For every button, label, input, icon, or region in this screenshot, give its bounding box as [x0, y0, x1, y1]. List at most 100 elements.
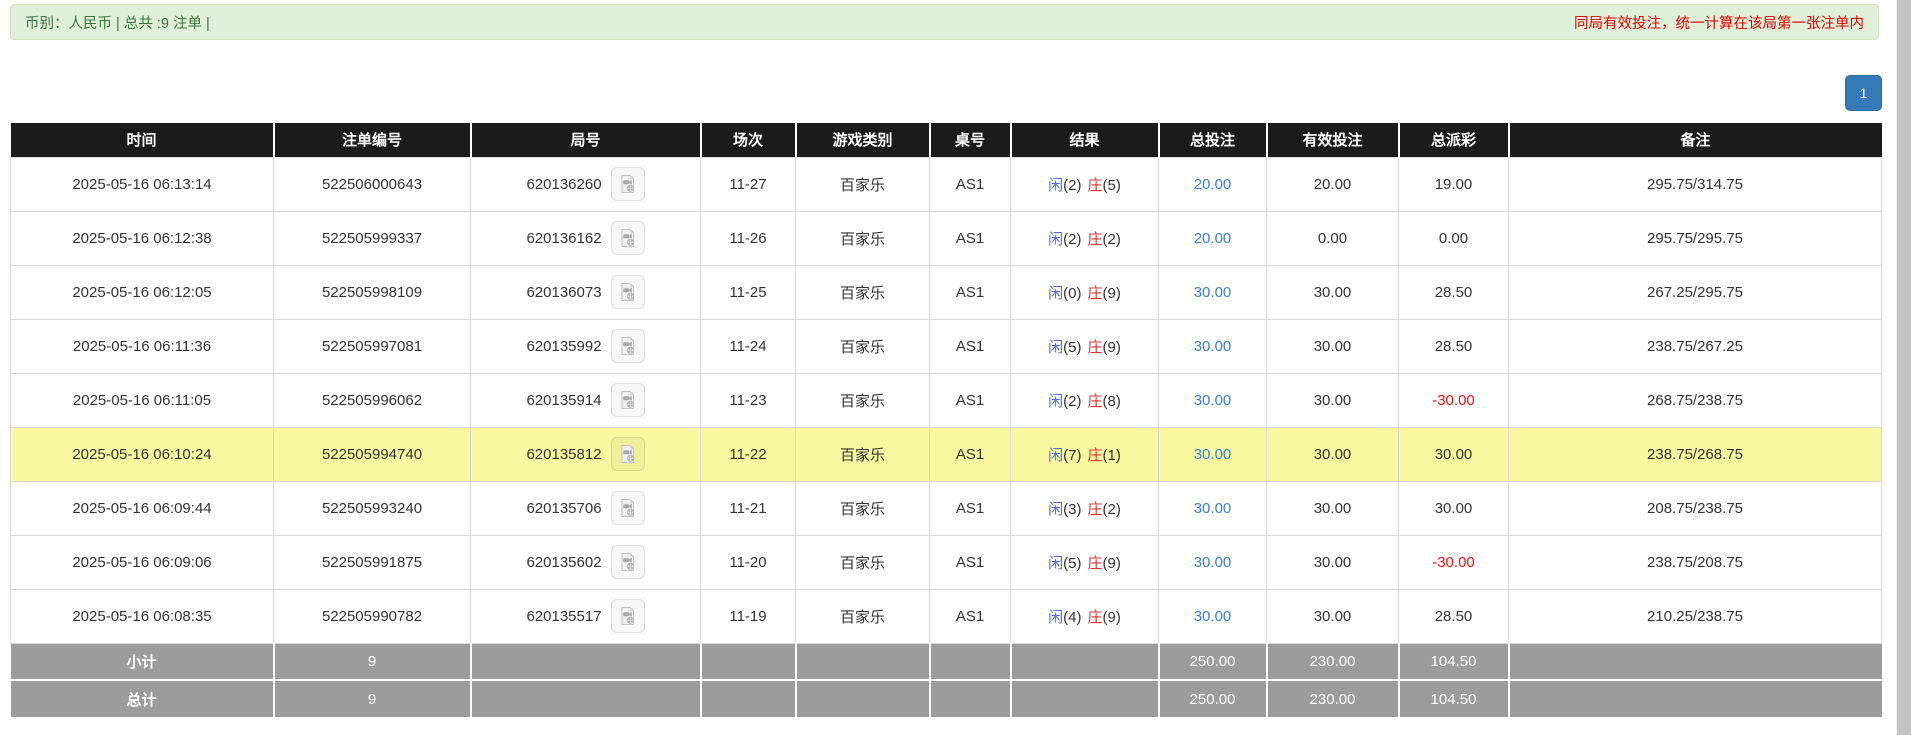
table-row[interactable]: 2025-05-16 06:11:05 522505996062 6201359…: [10, 372, 1882, 428]
player-score: (2): [1063, 230, 1082, 248]
video-replay-button[interactable]: [610, 599, 645, 633]
video-replay-button[interactable]: [610, 491, 645, 525]
banker-score: (2): [1102, 500, 1121, 518]
banker-score: (1): [1102, 446, 1121, 464]
table-row[interactable]: 2025-05-16 06:12:05 522505998109 6201360…: [10, 264, 1882, 320]
cell-remark: 238.75/267.25: [1508, 318, 1882, 374]
video-replay-button[interactable]: [610, 437, 645, 471]
table-row[interactable]: 2025-05-16 06:09:44 522505993240 6201357…: [10, 480, 1882, 536]
col-header-valid-bet: 有效投注: [1266, 123, 1400, 157]
round-number: 620135602: [526, 553, 602, 571]
cell-round: 620135517: [470, 588, 701, 644]
cell-session: 11-23: [700, 372, 796, 428]
banker-score: (2): [1102, 230, 1121, 248]
bet-records-table: 时间 注单编号 局号 场次 游戏类别 桌号 结果 总投注 有效投注 总派彩 备注…: [10, 123, 1882, 717]
table-row[interactable]: 2025-05-16 06:13:14 522506000643 6201362…: [10, 156, 1882, 212]
video-replay-icon: [621, 391, 634, 409]
player-label: 闲: [1048, 392, 1064, 410]
cell-table-no: AS1: [929, 210, 1011, 266]
cell-total-bet: 30.00: [1158, 318, 1267, 374]
player-label: 闲: [1048, 176, 1064, 194]
player-label: 闲: [1048, 554, 1064, 572]
table-row[interactable]: 2025-05-16 06:09:06 522505991875 6201356…: [10, 534, 1882, 590]
round-number: 620135812: [526, 445, 602, 463]
table-row[interactable]: 2025-05-16 06:11:36 522505997081 6201359…: [10, 318, 1882, 374]
video-replay-button[interactable]: [610, 275, 645, 309]
cell-game-type: 百家乐: [795, 156, 930, 212]
total-payout: 104.50: [1398, 679, 1510, 717]
video-replay-button[interactable]: [610, 383, 645, 417]
cell-round: 620136073: [470, 264, 701, 320]
total-empty-cell: [795, 679, 931, 717]
cell-result: 闲(5) 庄(9): [1010, 534, 1159, 590]
cell-game-type: 百家乐: [795, 210, 930, 266]
cell-bet-id: 522505991875: [273, 534, 471, 590]
cell-time: 2025-05-16 06:10:24: [10, 426, 274, 482]
cell-valid-bet: 30.00: [1266, 426, 1399, 482]
cell-payout: 28.50: [1398, 318, 1509, 374]
pagination-page-1-button[interactable]: 1: [1845, 75, 1882, 111]
table-body: 2025-05-16 06:13:14 522506000643 6201362…: [10, 156, 1882, 644]
cell-result: 闲(5) 庄(9): [1010, 318, 1159, 374]
cell-remark: 295.75/295.75: [1508, 210, 1882, 266]
cell-game-type: 百家乐: [795, 264, 930, 320]
cell-result: 闲(3) 庄(2): [1010, 480, 1159, 536]
table-row[interactable]: 2025-05-16 06:12:38 522505999337 6201361…: [10, 210, 1882, 266]
col-header-game-type: 游戏类别: [795, 123, 931, 157]
player-label: 闲: [1048, 446, 1064, 464]
cell-bet-id: 522505994740: [273, 426, 471, 482]
banker-label: 庄: [1087, 608, 1103, 626]
total-empty-cell: [1010, 679, 1160, 717]
player-score: (3): [1063, 500, 1082, 518]
table-row[interactable]: 2025-05-16 06:10:24 522505994740 6201358…: [10, 426, 1882, 482]
cell-total-bet: 30.00: [1158, 264, 1267, 320]
total-valid-bet: 230.00: [1266, 679, 1400, 717]
cell-round: 620135992: [470, 318, 701, 374]
col-header-time: 时间: [10, 123, 275, 157]
player-score: (5): [1063, 338, 1082, 356]
total-label: 总计: [10, 679, 275, 717]
video-replay-button[interactable]: [610, 167, 645, 201]
cell-payout: -30.00: [1398, 372, 1509, 428]
cell-total-bet: 20.00: [1158, 210, 1267, 266]
round-number: 620136073: [526, 283, 602, 301]
cell-session: 11-19: [700, 588, 796, 644]
banker-label: 庄: [1087, 500, 1103, 518]
vertical-scrollbar[interactable]: [1896, 0, 1911, 735]
cell-result: 闲(4) 庄(9): [1010, 588, 1159, 644]
cell-game-type: 百家乐: [795, 534, 930, 590]
cell-session: 11-22: [700, 426, 796, 482]
cell-game-type: 百家乐: [795, 318, 930, 374]
video-replay-button[interactable]: [610, 545, 645, 579]
cell-session: 11-27: [700, 156, 796, 212]
table-row[interactable]: 2025-05-16 06:08:35 522505990782 6201355…: [10, 588, 1882, 644]
col-header-remark: 备注: [1508, 123, 1882, 157]
video-replay-button[interactable]: [610, 221, 645, 255]
cell-time: 2025-05-16 06:12:05: [10, 264, 274, 320]
cell-bet-id: 522505998109: [273, 264, 471, 320]
video-replay-icon: [621, 445, 634, 463]
cell-remark: 210.25/238.75: [1508, 588, 1882, 644]
video-replay-button[interactable]: [610, 329, 645, 363]
cell-remark: 268.75/238.75: [1508, 372, 1882, 428]
cell-game-type: 百家乐: [795, 426, 930, 482]
cell-round: 620135812: [470, 426, 701, 482]
subtotal-empty-cell: [1010, 642, 1160, 680]
player-label: 闲: [1048, 230, 1064, 248]
subtotal-empty-cell: [1508, 642, 1882, 680]
player-label: 闲: [1048, 284, 1064, 302]
cell-round: 620135914: [470, 372, 701, 428]
scrollbar-thumb[interactable]: [1897, 0, 1911, 735]
cell-bet-id: 522505999337: [273, 210, 471, 266]
round-number: 620136162: [526, 229, 602, 247]
total-empty-cell: [1508, 679, 1882, 717]
cell-total-bet: 30.00: [1158, 426, 1267, 482]
cell-game-type: 百家乐: [795, 372, 930, 428]
table-header-row: 时间 注单编号 局号 场次 游戏类别 桌号 结果 总投注 有效投注 总派彩 备注: [10, 123, 1882, 157]
cell-valid-bet: 30.00: [1266, 480, 1399, 536]
video-replay-icon: [621, 283, 634, 301]
cell-round: 620136162: [470, 210, 701, 266]
cell-game-type: 百家乐: [795, 588, 930, 644]
total-total-bet: 250.00: [1158, 679, 1268, 717]
banker-score: (9): [1102, 338, 1121, 356]
